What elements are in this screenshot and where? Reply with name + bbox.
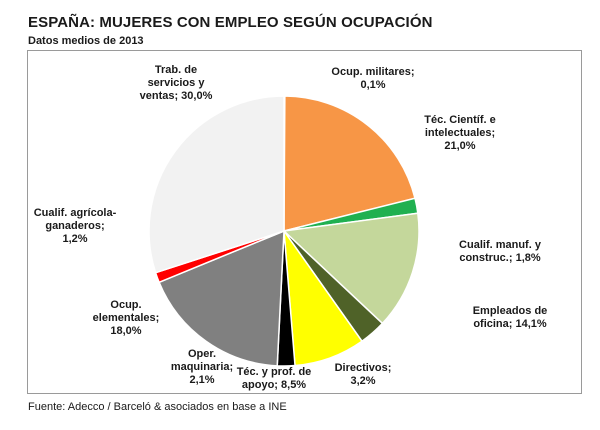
slice-label-ocup-militares: Ocup. militares; 0,1% — [331, 66, 414, 91]
slice-label-tec-y-prof-de-apoyo: Téc. y prof. de apoyo; 8,5% — [237, 366, 312, 391]
source-note: Fuente: Adecco / Barceló & asociados en … — [28, 401, 287, 413]
slice-label-directivos: Directivos; 3,2% — [335, 362, 392, 387]
slice-label-ocup-elementales: Ocup. elementales; 18,0% — [93, 299, 160, 337]
pie-chart: Ocup. militares; 0,1% Téc. Científ. e intel… — [34, 64, 548, 391]
pie-slice-trab-de-servicios-y-ventas — [148, 95, 285, 274]
slice-label-cualif-manuf-y-construc: Cualif. manuf. y construc.; 1,8% — [459, 239, 542, 264]
pie-slice-ocup-elementales — [158, 229, 285, 367]
chart-title: ESPAÑA: MUJERES CON EMPLEO SEGÚN OCUPACI… — [28, 14, 433, 31]
pie-slice-tec-cientif-e-intelectuales — [283, 95, 416, 232]
slice-label-oper-maquinaria: Oper. maquinaria; 2,1% — [171, 348, 233, 386]
slice-label-trab-de-servicios-y-ventas: Trab. de servicios y ventas; 30,0% — [140, 64, 213, 102]
chart-area: Ocup. militares; 0,1% Téc. Científ. e intel… — [27, 50, 582, 394]
slice-label-tec-cientif-e-intelectuales: Téc. Científ. e intelectuales; 21,0% — [424, 114, 496, 152]
slice-label-cualif-agricola-ganaderos: Cualif. agrícola-ganaderos; 1,2% — [34, 207, 117, 245]
slice-label-empleados-de-oficina: Empleados de oficina; 14,1% — [473, 305, 548, 330]
chart-subtitle: Datos medios de 2013 — [28, 35, 144, 47]
pie-slice-empleados-de-oficina — [282, 212, 420, 325]
